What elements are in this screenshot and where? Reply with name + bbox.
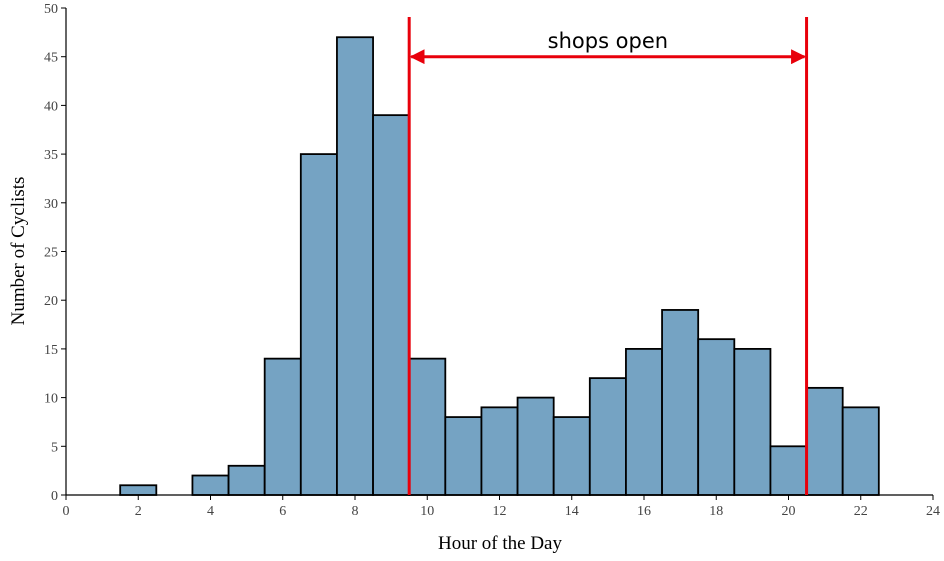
y-axis-title: Number of Cyclists	[8, 177, 29, 326]
bar	[191, 474, 230, 496]
bar	[444, 416, 483, 496]
y-tick-label: 30	[44, 197, 58, 212]
y-tick-label: 25	[44, 246, 58, 261]
shops-open-label: shops open	[548, 29, 668, 53]
x-tick-label: 12	[493, 504, 507, 519]
x-tick-label: 22	[854, 504, 868, 519]
y-tick-label: 50	[44, 2, 58, 17]
y-tick-label: 45	[44, 51, 58, 66]
bar	[588, 377, 627, 496]
bar	[372, 114, 411, 496]
x-tick-label: 14	[565, 504, 579, 519]
annotations-group: shops open	[407, 17, 809, 495]
bar	[769, 445, 808, 496]
x-tick-label: 20	[782, 504, 796, 519]
bar	[480, 406, 519, 496]
bar	[408, 357, 447, 496]
bar	[805, 386, 844, 496]
x-tick-label: 2	[135, 504, 142, 519]
x-tick-label: 4	[207, 504, 214, 519]
y-tick-label: 40	[44, 99, 58, 114]
x-tick-label: 18	[709, 504, 723, 519]
bar	[661, 309, 700, 496]
y-tick-label: 15	[44, 343, 58, 358]
x-tick-label: 24	[926, 504, 940, 519]
bar	[697, 338, 736, 496]
x-axis-title: Hour of the Day	[438, 533, 562, 554]
axes-group: 0 2 4 6 8 10 12 14 16 18 20 22 240510152025303540455…	[44, 2, 940, 519]
y-tick-label: 10	[44, 392, 58, 407]
y-tick-label: 0	[51, 489, 58, 504]
y-tick-label: 5	[51, 440, 58, 455]
bar	[552, 416, 591, 496]
bar	[625, 347, 663, 496]
bar	[516, 396, 555, 496]
x-tick-label: 16	[637, 504, 651, 519]
x-tick-label: 0	[63, 504, 70, 519]
bar	[263, 357, 302, 496]
y-tick-label: 20	[44, 294, 58, 309]
x-tick-label: 8	[352, 504, 359, 519]
bar	[119, 484, 158, 496]
bar	[733, 347, 772, 496]
x-tick-label: 10	[420, 504, 434, 519]
bar	[336, 36, 374, 496]
y-tick-label: 35	[44, 148, 58, 163]
x-tick-label: 6	[279, 504, 286, 519]
bar	[841, 406, 880, 496]
bars-group	[87, 36, 912, 496]
bar	[299, 153, 338, 496]
bar	[227, 464, 266, 496]
